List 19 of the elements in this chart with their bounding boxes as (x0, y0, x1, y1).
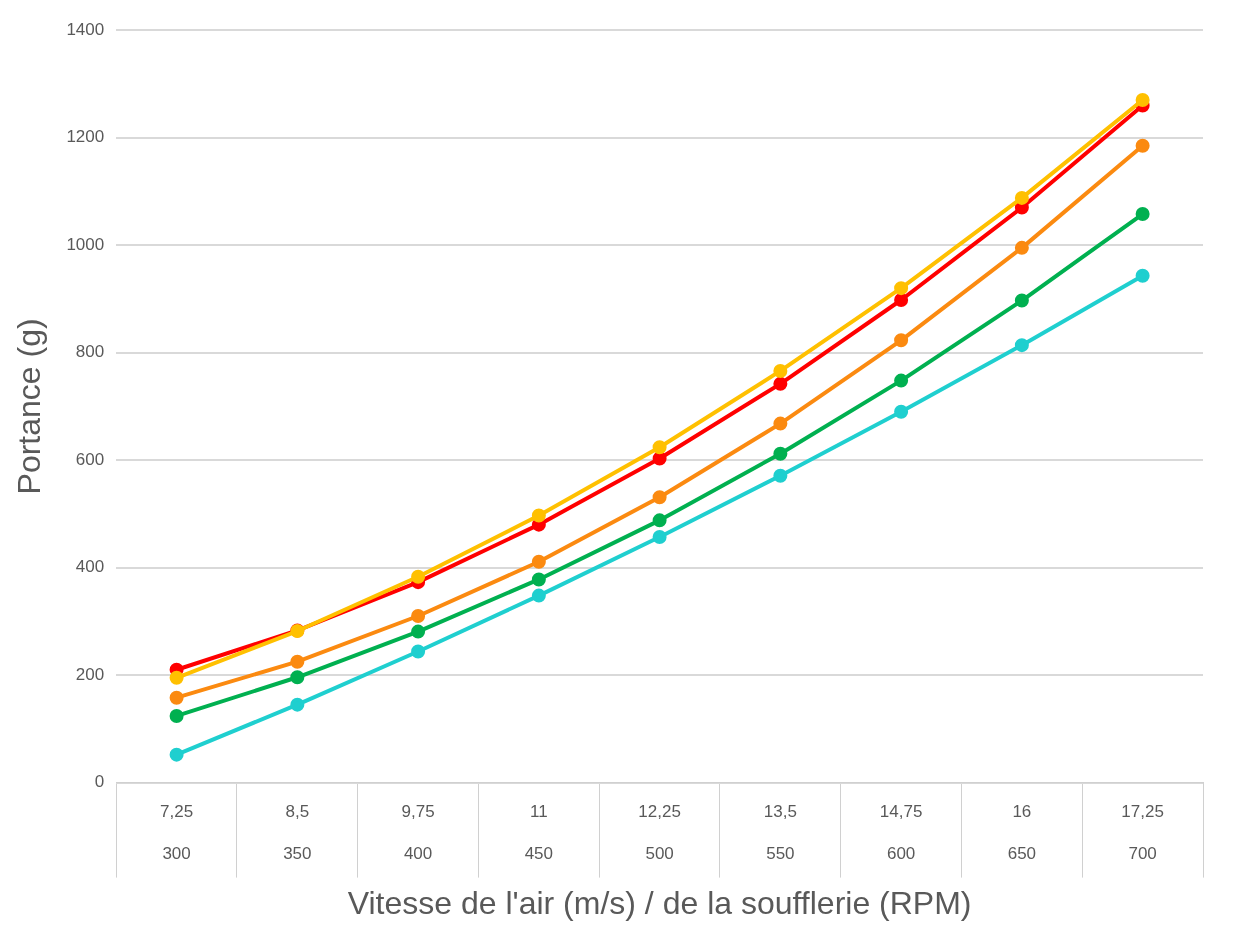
y-tick-label: 1200 (66, 127, 105, 147)
y-axis-title: Portance (g) (11, 318, 48, 495)
category-label: 9,75 400 (401, 802, 435, 864)
category-label: 14,75 600 (879, 802, 923, 864)
x-axis-title: Vitesse de l'air (m/s) / de la soufflerie (RPM) (347, 884, 972, 921)
y-tick-label: 800 (75, 342, 105, 362)
category-label: 16 650 (1007, 802, 1037, 864)
y-tick-label: 0 (94, 772, 105, 792)
category-label: 11 450 (524, 802, 554, 864)
y-tick-label: 400 (75, 557, 105, 577)
y-tick-label: 200 (75, 664, 105, 684)
category-label: 12,25 500 (638, 802, 681, 864)
category-label: 17,25 700 (1121, 802, 1164, 864)
category-label: 13,5 550 (763, 802, 797, 864)
y-tick-label: 1400 (66, 19, 105, 39)
category-label: 8,5 350 (283, 802, 312, 864)
category-label: 7,25 300 (160, 802, 194, 864)
y-tick-label: 1000 (66, 234, 105, 254)
y-tick-label: 600 (75, 449, 105, 469)
